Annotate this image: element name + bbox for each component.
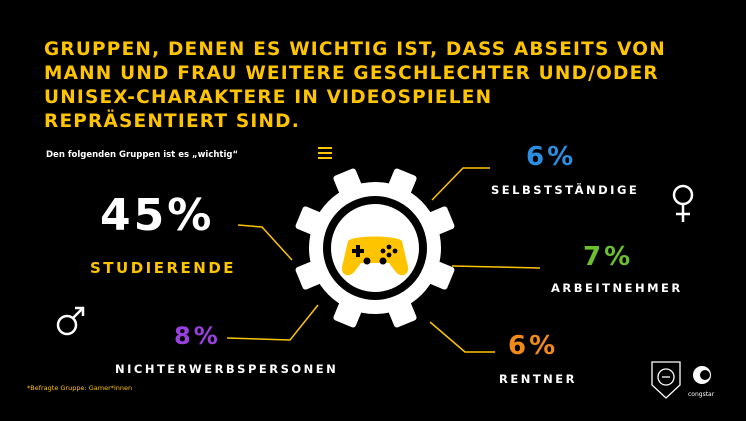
female-symbol-icon — [672, 184, 694, 222]
congstar-logo — [693, 366, 711, 384]
label-arbeitnehmer: ARBEITNEHMER — [551, 281, 683, 295]
connector-studierende — [237, 224, 293, 261]
headline-line: GRUPPEN, DENEN ES WICHTIG IST, DASS ABSE… — [44, 39, 666, 60]
headline: GRUPPEN, DENEN ES WICHTIG IST, DASS ABSE… — [44, 38, 684, 134]
footnote: *Befragte Gruppe: Gamer*innen — [27, 384, 133, 392]
male-symbol-icon — [56, 306, 85, 336]
decorative-lines — [318, 147, 332, 162]
label-studierende: STUDIERENDE — [90, 259, 237, 277]
headline-line: REPRÄSENTIERT SIND. — [44, 111, 300, 132]
value-selbststaendige: 6% — [526, 142, 577, 172]
headline-line: MANN UND FRAU WEITERE GESCHLECHTER UND/O… — [44, 63, 659, 84]
value-studierende: 45% — [100, 190, 215, 241]
value-arbeitnehmer: 7% — [583, 242, 634, 272]
value-rentner: 6% — [508, 331, 559, 361]
connector-arbeitnehmer — [451, 265, 541, 269]
connector-selbststaendige — [431, 167, 490, 201]
value-nichterwerbspersonen: 8% — [174, 322, 221, 350]
girls-gaming-logo — [651, 361, 681, 399]
gamepad-icon — [341, 236, 409, 276]
connector-lines — [226, 167, 541, 353]
connector-nichterwerbspersonen — [226, 304, 319, 341]
label-rentner: RENTNER — [499, 372, 578, 386]
congstar-wordmark: congstar — [688, 391, 715, 398]
connector-rentner — [429, 321, 495, 353]
label-nichterwerbspersonen: NICHTERWERBSPERSONEN — [115, 362, 339, 376]
subtitle: Den folgenden Gruppen ist es „wichtig“ — [46, 150, 239, 160]
headline-line: UNISEX-CHARAKTERE IN VIDEOSPIELEN — [44, 87, 493, 108]
label-selbststaendige: SELBSTSTÄNDIGE — [491, 183, 640, 197]
